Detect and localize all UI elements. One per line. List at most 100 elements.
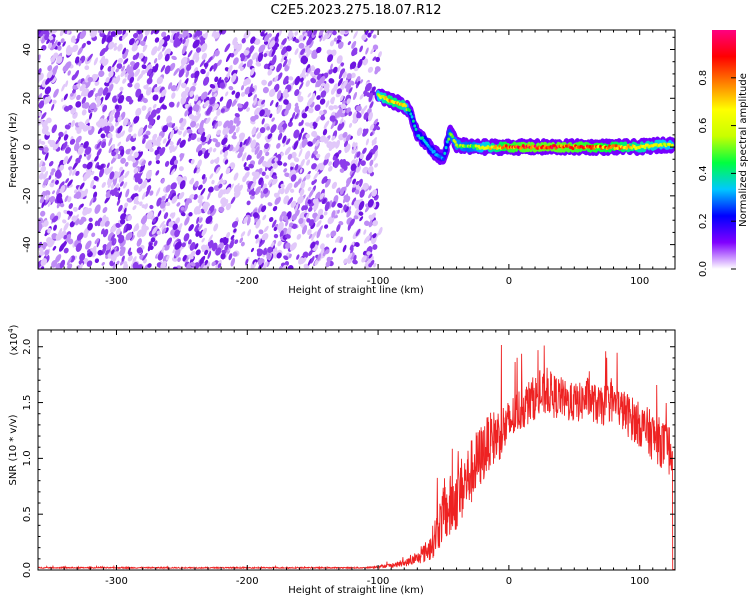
noise-blob	[177, 40, 181, 47]
noise-blob	[313, 68, 321, 76]
noise-blob	[215, 166, 221, 174]
noise-blob	[75, 101, 82, 108]
noise-blob	[319, 243, 325, 250]
noise-blob	[280, 183, 285, 189]
noise-blob	[134, 82, 140, 90]
noise-blob	[355, 228, 361, 237]
noise-blob	[371, 86, 376, 92]
noise-blob	[346, 82, 352, 93]
noise-blob	[109, 108, 116, 117]
noise-blob	[118, 91, 123, 98]
noise-blob	[170, 30, 177, 34]
y-tick-label: 1.0	[22, 450, 33, 466]
noise-blob	[128, 127, 133, 133]
noise-blob	[47, 42, 53, 49]
noise-blob	[184, 86, 190, 93]
noise-blob	[363, 229, 367, 235]
noise-blob	[194, 243, 199, 250]
noise-blob	[96, 238, 101, 248]
noise-blob	[326, 233, 330, 238]
noise-blob	[99, 48, 106, 57]
noise-blob	[142, 252, 148, 261]
noise-blob	[127, 66, 134, 75]
noise-blob	[290, 200, 297, 208]
noise-blob	[84, 118, 90, 125]
noise-blob	[335, 139, 341, 149]
noise-blob	[156, 115, 161, 121]
noise-blob	[52, 65, 59, 73]
noise-blob	[267, 80, 273, 87]
noise-blob	[289, 242, 297, 251]
noise-blob	[56, 55, 63, 64]
noise-blob	[150, 109, 157, 118]
noise-blob	[171, 55, 177, 61]
noise-blob	[52, 141, 60, 151]
noise-blob	[161, 227, 167, 235]
noise-blob	[130, 235, 135, 242]
noise-blob	[284, 172, 290, 178]
noise-blob	[246, 107, 250, 112]
noise-blob	[312, 121, 317, 127]
noise-blob	[151, 226, 158, 235]
noise-blob	[121, 65, 125, 72]
noise-blob	[169, 212, 174, 217]
noise-blob	[232, 251, 238, 257]
noise-blob	[254, 146, 260, 155]
noise-blob	[216, 108, 221, 116]
noise-blob	[336, 88, 342, 95]
noise-blob	[63, 222, 69, 232]
noise-blob	[73, 142, 80, 151]
noise-blob	[144, 64, 153, 74]
noise-blob	[363, 112, 369, 120]
noise-blob	[328, 105, 334, 111]
noise-blob	[353, 92, 357, 100]
signal-core	[421, 136, 424, 140]
noise-blob	[147, 263, 152, 268]
noise-blob	[120, 130, 126, 137]
noise-blob	[349, 62, 356, 69]
noise-blob	[285, 219, 289, 227]
noise-blob	[102, 104, 108, 113]
colorbar-tick-label: 0.0	[698, 261, 709, 277]
noise-blob	[288, 76, 294, 81]
noise-blob	[117, 125, 123, 134]
noise-blob	[132, 133, 137, 139]
noise-blob	[308, 189, 314, 198]
noise-blob	[283, 162, 288, 167]
noise-blob	[93, 175, 99, 181]
noise-blob	[127, 214, 133, 221]
noise-blob	[71, 44, 79, 53]
noise-blob	[137, 30, 144, 35]
noise-blob	[133, 184, 139, 191]
noise-blob	[52, 99, 57, 104]
noise-blob	[157, 210, 162, 217]
noise-blob	[305, 173, 311, 180]
noise-blob	[271, 117, 275, 122]
noise-blob	[94, 238, 100, 244]
noise-blob	[80, 216, 87, 222]
noise-blob	[155, 107, 161, 114]
noise-blob	[214, 103, 219, 109]
noise-blob	[43, 220, 49, 227]
noise-blob	[321, 176, 328, 184]
noise-blob	[104, 125, 111, 134]
noise-blob	[44, 232, 48, 237]
noise-blob	[154, 37, 160, 43]
noise-blob	[54, 254, 62, 263]
noise-blob	[205, 215, 213, 224]
noise-blob	[215, 156, 220, 165]
noise-blob	[247, 229, 252, 237]
noise-blob	[63, 106, 70, 112]
noise-blob	[94, 155, 99, 162]
noise-blob	[263, 53, 268, 58]
noise-blob	[102, 58, 109, 67]
snr-series-line	[38, 344, 675, 570]
noise-blob	[48, 161, 54, 167]
noise-blob	[69, 211, 73, 217]
noise-blob	[358, 211, 364, 216]
noise-blob	[246, 200, 251, 206]
noise-blob	[38, 172, 45, 180]
noise-blob	[62, 219, 67, 224]
noise-blob	[102, 244, 107, 249]
